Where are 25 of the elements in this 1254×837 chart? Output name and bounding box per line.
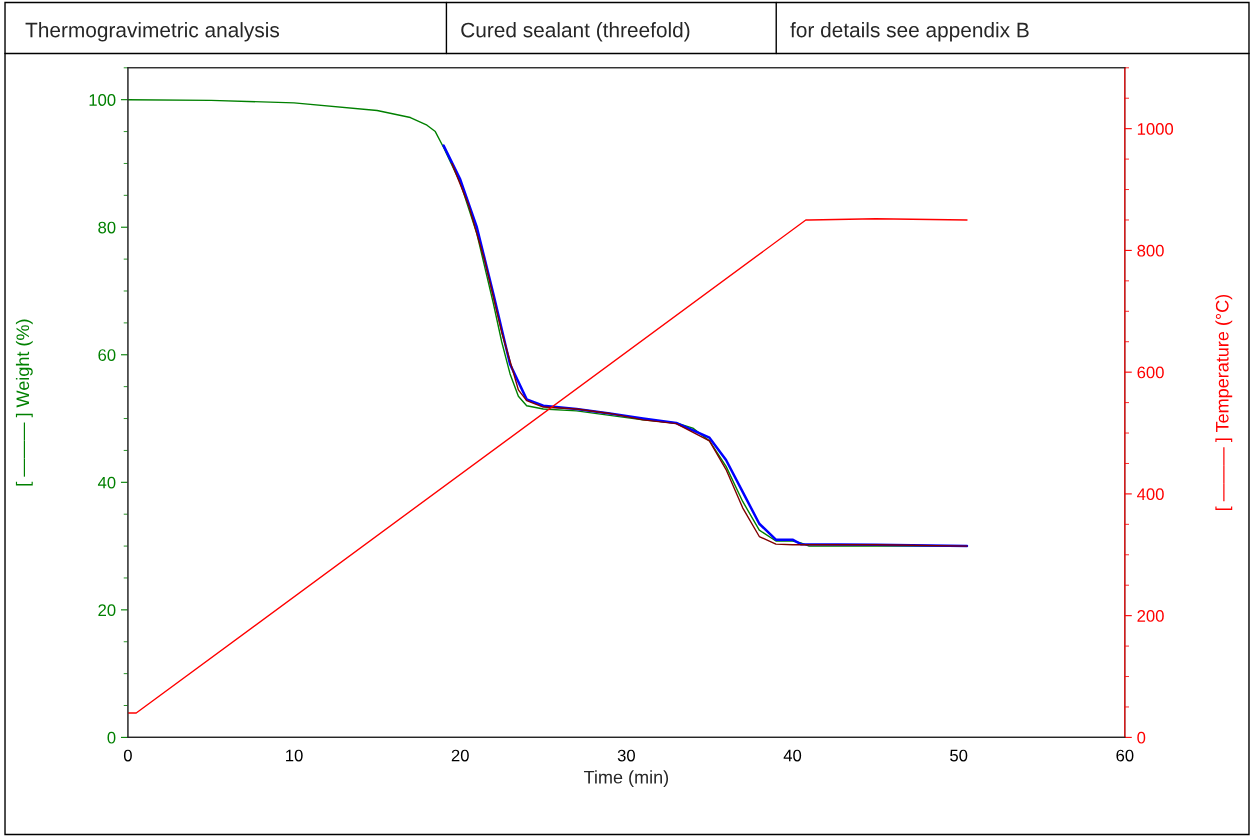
text: for details see appendix B — [790, 22, 1029, 42]
x-tick-label: 50 — [950, 749, 968, 762]
y-tick-label: 0 — [107, 731, 116, 744]
x-tick-label: 40 — [783, 749, 802, 762]
y2-tick-label: 800 — [1137, 244, 1164, 257]
x-tick-label: 0 — [123, 749, 132, 762]
x-axis-title: Time (min) — [583, 770, 669, 788]
y-tick-label: 40 — [97, 476, 116, 489]
x-tick-label: 10 — [286, 749, 303, 762]
x-tick-label: 60 — [1116, 749, 1134, 762]
x-tick-label: 20 — [451, 749, 469, 762]
y2-tick-label: 200 — [1137, 610, 1164, 622]
y2-tick-label: 0 — [1137, 731, 1146, 744]
y2-tick-label: 600 — [1137, 366, 1164, 379]
y-tick-label: 80 — [98, 221, 116, 234]
y2-axis-title: [ ——— ] Temperature (°C) — [1215, 294, 1233, 511]
chart-title: Thermogravimetric analysis — [25, 22, 280, 42]
y-tick-label: 60 — [98, 349, 116, 361]
y2-tick-label: 400 — [1137, 488, 1164, 501]
y-axis-title: [ ——— ] Weight (%) — [15, 319, 33, 486]
x-tick-label: 30 — [617, 749, 635, 762]
y-tick-label: 100 — [89, 94, 116, 106]
chart-subtitle: Cured sealant (threefold) — [461, 22, 690, 42]
y-tick-label: 20 — [98, 604, 116, 617]
y2-tick-label: 1000 — [1137, 123, 1174, 135]
